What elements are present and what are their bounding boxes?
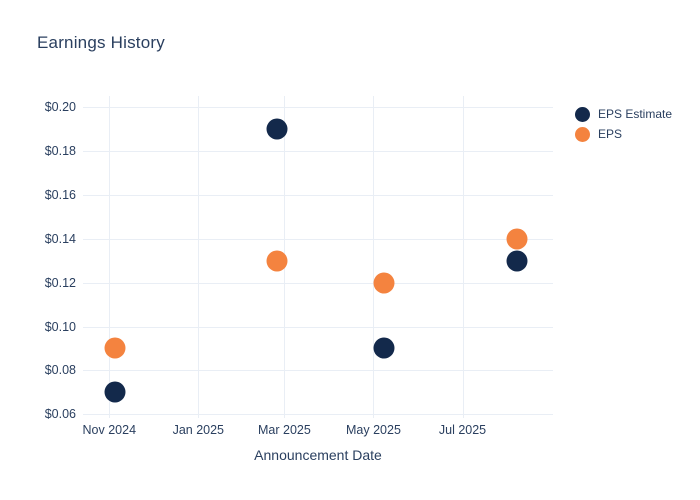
x-tick-label: Nov 2024 <box>82 423 137 437</box>
x-gridline <box>198 96 200 418</box>
y-gridline <box>83 106 553 108</box>
legend: EPS Estimate EPS <box>575 104 672 144</box>
data-point-eps-estimate[interactable] <box>104 381 126 403</box>
legend-marker-icon <box>575 126 590 142</box>
x-tick-label: May 2025 <box>346 423 401 437</box>
y-tick-label: $0.20 <box>44 99 76 114</box>
x-tick-label: Mar 2025 <box>258 423 311 437</box>
y-gridline <box>83 282 553 284</box>
data-point-eps-estimate[interactable] <box>506 250 527 272</box>
y-tick-label: $0.12 <box>44 275 76 290</box>
data-point-eps[interactable] <box>373 272 395 293</box>
y-tick-label: $0.06 <box>44 407 76 422</box>
legend-item-eps[interactable]: EPS <box>575 124 672 144</box>
y-tick-label: $0.08 <box>44 363 76 378</box>
y-gridline <box>83 326 553 328</box>
y-gridline <box>83 238 553 240</box>
y-tick-label: $0.10 <box>44 319 76 334</box>
legend-label: EPS Estimate <box>598 107 673 121</box>
data-point-eps[interactable] <box>506 228 527 250</box>
x-tick-label: Jan 2025 <box>172 423 225 437</box>
y-tick-label: $0.14 <box>44 231 76 246</box>
y-gridline <box>83 150 553 152</box>
data-point-eps[interactable] <box>266 250 288 272</box>
y-gridline <box>83 370 553 372</box>
y-gridline <box>83 414 553 416</box>
x-gridline <box>373 96 375 418</box>
data-point-eps-estimate[interactable] <box>266 118 288 140</box>
legend-label: EPS <box>598 127 623 141</box>
x-gridline <box>109 96 111 418</box>
y-gridline <box>83 194 553 196</box>
y-tick-label: $0.18 <box>44 143 76 158</box>
x-tick-label: Jul 2025 <box>438 423 487 437</box>
plot-area[interactable] <box>83 96 553 418</box>
legend-item-eps-estimate[interactable]: EPS Estimate <box>575 104 672 124</box>
x-gridline <box>462 96 464 418</box>
y-tick-label: $0.16 <box>44 187 76 202</box>
data-point-eps-estimate[interactable] <box>373 337 395 359</box>
legend-marker-icon <box>575 106 590 122</box>
data-point-eps[interactable] <box>104 337 126 359</box>
x-axis-title: Announcement Date <box>254 447 382 463</box>
chart-title: Earnings History <box>37 33 165 52</box>
